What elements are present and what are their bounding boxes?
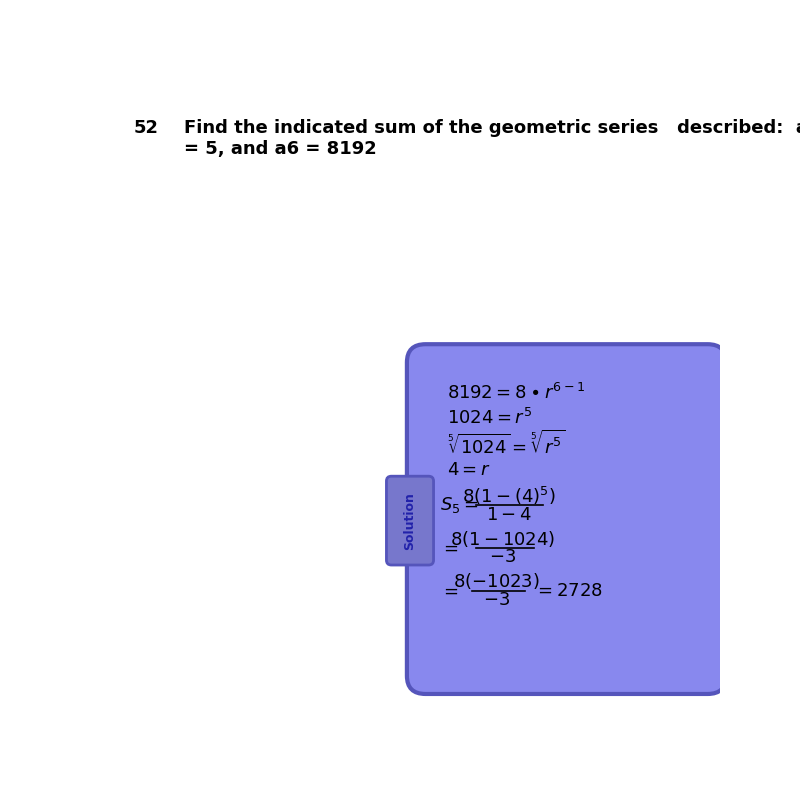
Text: $S_5 =$: $S_5 =$ (440, 495, 478, 515)
Text: $-3$: $-3$ (490, 548, 517, 566)
Text: $\sqrt[5]{1024} = \sqrt[5]{r^{5}}$: $\sqrt[5]{1024} = \sqrt[5]{r^{5}}$ (447, 430, 566, 458)
Text: $=$: $=$ (440, 581, 458, 600)
Text: $1-4$: $1-4$ (486, 506, 532, 524)
Text: $8192 = 8 \bullet r^{6-1}$: $8192 = 8 \bullet r^{6-1}$ (447, 383, 585, 403)
Text: 52: 52 (134, 119, 159, 137)
Text: $8(1-1024)$: $8(1-1024)$ (450, 529, 556, 549)
Text: Solution: Solution (403, 491, 417, 550)
FancyBboxPatch shape (386, 476, 434, 565)
Text: $=$: $=$ (440, 539, 458, 557)
Text: $8(1-(4)^{5})$: $8(1-(4)^{5})$ (462, 485, 556, 507)
Text: $-3$: $-3$ (483, 591, 510, 608)
Text: Find the indicated sum of the geometric series   described:  a1 = 8,  n: Find the indicated sum of the geometric … (184, 119, 800, 137)
Text: = 5, and a6 = 8192: = 5, and a6 = 8192 (184, 141, 377, 159)
FancyBboxPatch shape (407, 344, 726, 694)
Text: $1024 = r^{5}$: $1024 = r^{5}$ (447, 408, 533, 428)
Text: $= 2728$: $= 2728$ (534, 581, 602, 600)
Text: $8(-1023)$: $8(-1023)$ (454, 571, 540, 592)
Text: $4 = r$: $4 = r$ (447, 461, 491, 479)
